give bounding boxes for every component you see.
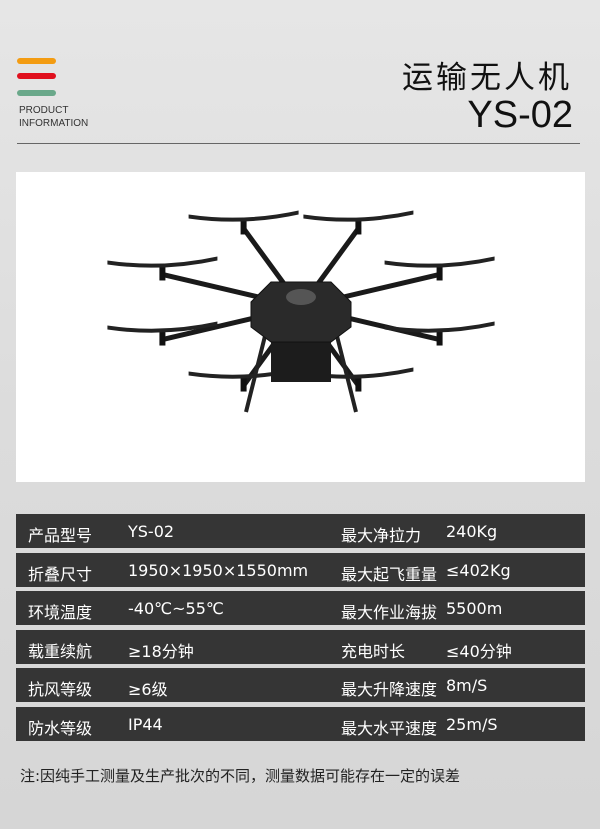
- drone-motor: [436, 264, 443, 281]
- spec-value2: 25m/S: [446, 714, 498, 734]
- drone-dome: [286, 289, 316, 305]
- propeller: [107, 256, 218, 268]
- propeller: [303, 210, 414, 222]
- spec-value2: 5500m: [446, 599, 503, 619]
- spec-label1: 产品型号: [28, 526, 93, 545]
- logo-bar-green: [17, 90, 56, 96]
- spec-value2: 240Kg: [446, 522, 498, 541]
- divider: [17, 143, 580, 144]
- spec-label2: 最大起飞重量: [341, 564, 438, 584]
- spec-table: 产品型号 YS-02 最大净拉力 240Kg 折叠尺寸 1950×1950×1550mm 最…: [16, 514, 585, 746]
- logo-bar-orange: [17, 58, 56, 64]
- spec-row: 抗风等级 ≥6级 最大升降速度 8m/S: [16, 668, 585, 703]
- label-line: PRODUCT: [19, 105, 69, 116]
- spec-value1: IP44: [128, 714, 163, 734]
- landing-leg: [244, 331, 268, 413]
- landing-leg: [334, 331, 358, 413]
- spec-row: 载重续航 ≥18分钟 充电时长 ≤40分钟: [16, 629, 585, 664]
- spec-value2: 8m/S: [446, 676, 488, 696]
- spec-value2: ≤402Kg: [446, 560, 511, 580]
- drone-motor: [355, 375, 362, 392]
- spec-label1: 环境温度: [28, 603, 93, 623]
- page-title: 运输无人机: [402, 60, 572, 96]
- spec-label1: 载重续航: [28, 641, 93, 661]
- spec-value1: -40℃~55℃: [128, 599, 224, 619]
- propeller: [384, 256, 495, 268]
- cargo-box: [271, 342, 331, 382]
- drone-motor: [355, 218, 362, 235]
- propeller: [188, 210, 299, 222]
- drone-illustration: [107, 210, 495, 413]
- drone-motor: [240, 375, 247, 392]
- spec-row: 防水等级 IP44 最大水平速度 25m/S: [16, 706, 585, 741]
- drone-body: [250, 281, 352, 343]
- spec-value2: ≤40分钟: [446, 641, 512, 661]
- spec-row: 产品型号 YS-02 最大净拉力 240Kg: [16, 514, 585, 548]
- spec-value1: ≥18分钟: [128, 641, 194, 661]
- spec-row: 折叠尺寸 1950×1950×1550mm 最大起飞重量 ≤402Kg: [16, 552, 585, 587]
- product-information-label: PRODUCT INFORMATION: [19, 104, 88, 130]
- spec-label2: 最大水平速度: [341, 718, 438, 738]
- drone-motor: [436, 329, 443, 346]
- drone-image: [16, 172, 585, 482]
- drone-motor: [159, 329, 166, 346]
- model-title: YS-02: [467, 94, 573, 136]
- spec-label2: 充电时长: [341, 641, 406, 661]
- drone-motor: [159, 264, 166, 281]
- spec-label2: 最大升降速度: [341, 680, 438, 700]
- logo-bar-red: [17, 73, 56, 79]
- propeller: [384, 321, 495, 333]
- propeller: [107, 321, 218, 333]
- spec-value1: 1950×1950×1550mm: [128, 560, 309, 580]
- spec-label1: 抗风等级: [28, 680, 93, 700]
- spec-label2: 最大净拉力: [341, 526, 422, 545]
- spec-value1: ≥6级: [128, 680, 168, 700]
- spec-label1: 防水等级: [28, 718, 93, 738]
- spec-value1: YS-02: [128, 522, 175, 541]
- disclaimer-note: 注:因纯手工测量及生产批次的不同，测量数据可能存在一定的误差: [20, 767, 461, 785]
- spec-row: 环境温度 -40℃~55℃ 最大作业海拔 5500m: [16, 591, 585, 626]
- drone-motor: [240, 218, 247, 235]
- spec-label2: 最大作业海拔: [341, 603, 438, 623]
- spec-label1: 折叠尺寸: [28, 564, 93, 584]
- label-line: INFORMATION: [19, 118, 89, 129]
